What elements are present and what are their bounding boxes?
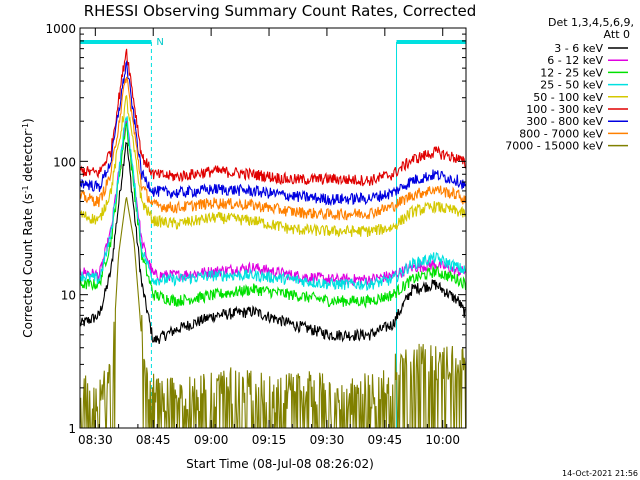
y-tick-label-3: 1000 [45, 22, 76, 36]
footer-timestamp: 14-Oct-2021 21:56 [562, 469, 638, 478]
legend-label-6: 300 - 800 keV [526, 115, 603, 128]
y-tick-label-2: 100 [53, 155, 76, 169]
x-tick-label-6: 10:00 [425, 433, 460, 447]
legend-label-8: 7000 - 15000 keV [505, 140, 603, 153]
series-line-7 [79, 76, 467, 221]
legend-label-1: 6 - 12 keV [547, 54, 603, 67]
y-axis: 1 10 100 1000 [45, 22, 466, 436]
legend-label-4: 50 - 100 keV [533, 91, 603, 104]
x-axis: 08:30 08:45 09:00 09:15 09:30 09:45 10:00 [78, 28, 467, 447]
legend-label-2: 12 - 25 keV [540, 66, 603, 79]
series-line-5 [79, 48, 467, 187]
x-tick-label-0: 08:30 [78, 433, 113, 447]
x-tick-label-1: 08:45 [136, 433, 171, 447]
series-line-6 [79, 59, 467, 207]
legend-label-3: 25 - 50 keV [540, 79, 603, 92]
plot-frame [79, 27, 467, 429]
y-axis-label: Corrected Count Rate (s-1 detector-1) [21, 118, 36, 337]
night-intervals: N [80, 37, 467, 428]
y-tick-label-0: 1 [68, 422, 76, 436]
legend-header-line-1: Det 1,3,4,5,6,9, [548, 16, 634, 29]
series-line-4 [79, 94, 466, 238]
legend-header-line-2: Att 0 [604, 28, 630, 41]
legend-label-5: 100 - 300 keV [526, 103, 603, 116]
legend-label-7: 800 - 7000 keV [519, 127, 603, 140]
x-tick-label-4: 09:30 [310, 433, 345, 447]
chart-title: RHESSI Observing Summary Count Rates, Co… [84, 2, 477, 20]
series-line-0 [79, 141, 466, 344]
x-tick-label-3: 09:15 [252, 433, 287, 447]
x-axis-label: Start Time (08-Jul-08 08:26:02) [186, 457, 374, 471]
series-lines [79, 48, 467, 429]
series-line-3 [79, 116, 467, 291]
night-flag-label: N [156, 37, 163, 48]
x-tick-label-2: 09:00 [194, 433, 229, 447]
x-tick-label-5: 09:45 [368, 433, 403, 447]
series-line-2 [79, 122, 467, 309]
legend-label-0: 3 - 6 keV [554, 42, 603, 55]
series-line-8 [79, 197, 467, 429]
y-tick-label-1: 10 [61, 289, 76, 303]
series-line-1 [79, 120, 467, 287]
